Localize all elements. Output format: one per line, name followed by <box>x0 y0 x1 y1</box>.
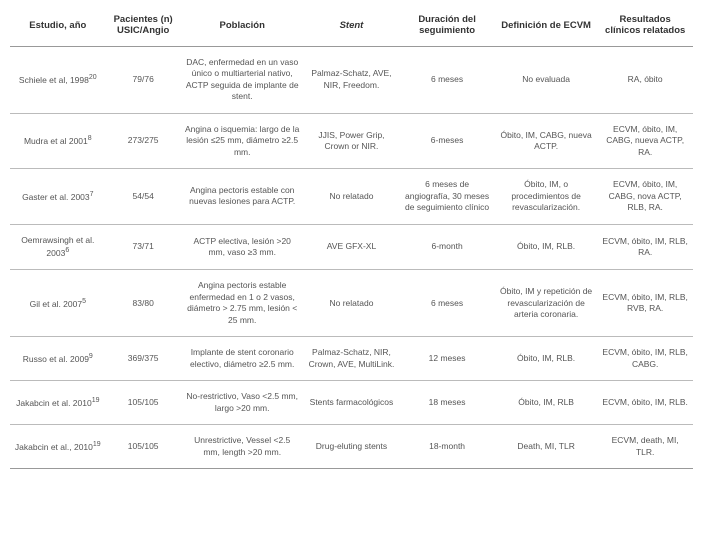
cell-stent: No relatado <box>304 270 400 337</box>
cell-stent: Palmaz-Schatz, AVE, NIR, Freedom. <box>304 47 400 114</box>
cell-stent: AVE GFX-XL <box>304 224 400 270</box>
cell-study: Oemrawsingh et al. 20036 <box>10 224 106 270</box>
table-row: Schiele et al, 19982079/76DAC, enfermeda… <box>10 47 693 114</box>
table-row: Mudra et al 20018273/275Angina o isquemi… <box>10 113 693 168</box>
table-row: Jakabcin et al. 201019105/105No-restrict… <box>10 381 693 425</box>
cell-n: 73/71 <box>106 224 181 270</box>
study-text: Gil et al. 2007 <box>30 299 82 309</box>
cell-study: Gil et al. 20075 <box>10 270 106 337</box>
table-row: Oemrawsingh et al. 2003673/71ACTP electi… <box>10 224 693 270</box>
cell-ecvm: Death, MI, TLR <box>495 425 597 469</box>
study-ref: 8 <box>88 135 92 142</box>
cell-pop: Angina pectoris estable enfermedad en 1 … <box>181 270 304 337</box>
cell-pop: No-restrictivo, Vaso <2.5 mm, largo >20 … <box>181 381 304 425</box>
cell-follow: 18-month <box>399 425 495 469</box>
cell-follow: 6-month <box>399 224 495 270</box>
cell-pop: Implante de stent coronario electivo, di… <box>181 337 304 381</box>
cell-res: ECVM, óbito, IM, RLB. <box>597 381 693 425</box>
cell-res: ECVM, óbito, IM, CABG, nueva ACTP, RA. <box>597 113 693 168</box>
cell-res: RA, óbito <box>597 47 693 114</box>
cell-res: ECVM, óbito, IM, CABG, nova ACTP, RLB, R… <box>597 169 693 224</box>
cell-study: Mudra et al 20018 <box>10 113 106 168</box>
col-study: Estudio, año <box>10 8 106 47</box>
cell-follow: 6 meses <box>399 47 495 114</box>
cell-study: Jakabcin et al. 201019 <box>10 381 106 425</box>
col-n: Pacientes (n) USIC/Angio <box>106 8 181 47</box>
col-stent: Stent <box>304 8 400 47</box>
cell-n: 273/275 <box>106 113 181 168</box>
cell-study: Russo et al. 20099 <box>10 337 106 381</box>
cell-ecvm: Óbito, IM, RLB <box>495 381 597 425</box>
study-text: Gaster et al. 2003 <box>22 192 90 202</box>
table-row: Russo et al. 20099369/375Implante de ste… <box>10 337 693 381</box>
cell-follow: 18 meses <box>399 381 495 425</box>
cell-pop: Unrestrictive, Vessel <2.5 mm, length >2… <box>181 425 304 469</box>
cell-stent: Palmaz-Schatz, NIR, Crown, AVE, MultiLin… <box>304 337 400 381</box>
cell-n: 369/375 <box>106 337 181 381</box>
cell-stent: JJIS, Power Grip, Crown or NIR. <box>304 113 400 168</box>
study-text: Jakabcin et al. 2010 <box>16 398 92 408</box>
study-text: Schiele et al, 1998 <box>19 75 89 85</box>
cell-follow: 6-meses <box>399 113 495 168</box>
cell-res: ECVM, death, MI, TLR. <box>597 425 693 469</box>
cell-ecvm: Óbito, IM, o procedimientos de revascula… <box>495 169 597 224</box>
header-row: Estudio, año Pacientes (n) USIC/Angio Po… <box>10 8 693 47</box>
cell-ecvm: Óbito, IM, RLB. <box>495 337 597 381</box>
table-row: Gaster et al. 2003754/54Angina pectoris … <box>10 169 693 224</box>
studies-table: Estudio, año Pacientes (n) USIC/Angio Po… <box>10 8 693 469</box>
cell-ecvm: Óbito, IM, RLB. <box>495 224 597 270</box>
cell-study: Jakabcin et al., 201019 <box>10 425 106 469</box>
cell-n: 54/54 <box>106 169 181 224</box>
table-row: Gil et al. 2007583/80Angina pectoris est… <box>10 270 693 337</box>
cell-stent: Drug-eluting stents <box>304 425 400 469</box>
cell-n: 79/76 <box>106 47 181 114</box>
col-follow: Duración del seguimiento <box>399 8 495 47</box>
cell-ecvm: Óbito, IM y repetición de revascularizac… <box>495 270 597 337</box>
cell-pop: ACTP electiva, lesión >20 mm, vaso ≥3 mm… <box>181 224 304 270</box>
cell-ecvm: Óbito, IM, CABG, nueva ACTP. <box>495 113 597 168</box>
study-text: Oemrawsingh et al. 2003 <box>21 235 94 258</box>
cell-stent: No relatado <box>304 169 400 224</box>
cell-n: 83/80 <box>106 270 181 337</box>
cell-pop: Angina pectoris estable con nuevas lesio… <box>181 169 304 224</box>
study-ref: 7 <box>90 191 94 198</box>
table-row: Jakabcin et al., 201019105/105Unrestrict… <box>10 425 693 469</box>
study-ref: 6 <box>65 247 69 254</box>
study-text: Russo et al. 2009 <box>23 354 89 364</box>
study-text: Jakabcin et al., 2010 <box>15 442 93 452</box>
cell-n: 105/105 <box>106 381 181 425</box>
cell-follow: 6 meses <box>399 270 495 337</box>
study-ref: 20 <box>89 74 97 81</box>
cell-res: ECVM, óbito, IM, RLB, RVB, RA. <box>597 270 693 337</box>
cell-res: ECVM, óbito, IM, RLB, CABG. <box>597 337 693 381</box>
study-ref: 9 <box>89 353 93 360</box>
cell-study: Schiele et al, 199820 <box>10 47 106 114</box>
cell-pop: DAC, enfermedad en un vaso único o multi… <box>181 47 304 114</box>
cell-follow: 6 meses de angiografía, 30 meses de segu… <box>399 169 495 224</box>
cell-study: Gaster et al. 20037 <box>10 169 106 224</box>
col-pop: Población <box>181 8 304 47</box>
col-res: Resultados clínicos relatados <box>597 8 693 47</box>
cell-stent: Stents farmacológicos <box>304 381 400 425</box>
study-ref: 5 <box>82 298 86 305</box>
cell-ecvm: No evaluada <box>495 47 597 114</box>
cell-follow: 12 meses <box>399 337 495 381</box>
study-text: Mudra et al 2001 <box>24 136 88 146</box>
col-ecvm: Definición de ECVM <box>495 8 597 47</box>
cell-n: 105/105 <box>106 425 181 469</box>
study-ref: 19 <box>92 397 100 404</box>
cell-pop: Angina o isquemia: largo de la lesión ≤2… <box>181 113 304 168</box>
study-ref: 19 <box>93 441 101 448</box>
cell-res: ECVM, óbito, IM, RLB, RA. <box>597 224 693 270</box>
